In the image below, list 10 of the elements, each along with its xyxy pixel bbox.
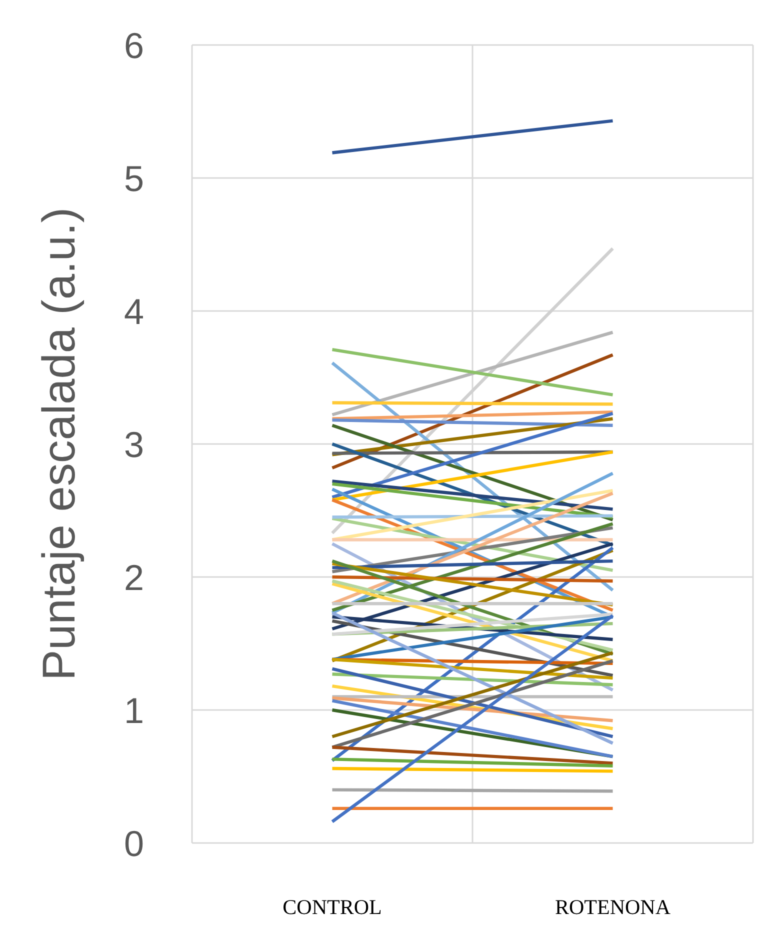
y-tick-label: 6	[124, 24, 144, 66]
y-tick-label: 0	[124, 822, 144, 864]
y-tick-label: 3	[124, 424, 144, 465]
y-tick-label: 5	[124, 158, 144, 199]
y-tick-label: 1	[124, 690, 144, 731]
y-axis-title: Puntaje escalada (a.u.)	[32, 207, 84, 681]
x-tick-label: CONTROL	[282, 894, 382, 919]
y-tick-label: 4	[124, 290, 144, 332]
x-tick-label: ROTENONA	[555, 894, 672, 919]
y-tick-label: 2	[124, 556, 144, 598]
